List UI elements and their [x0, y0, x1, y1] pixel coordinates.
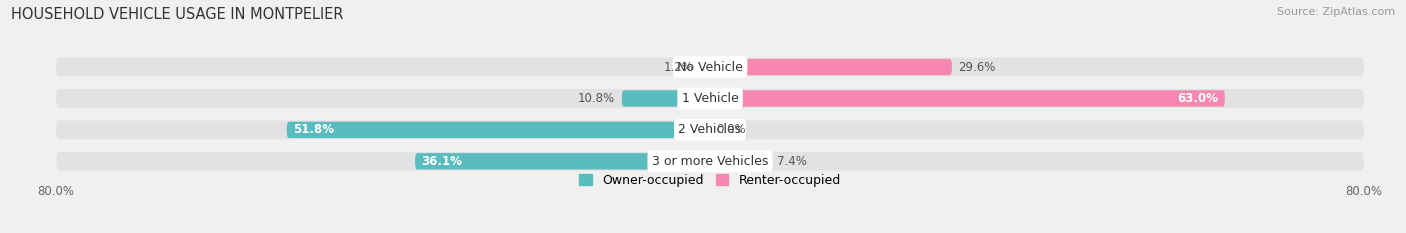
FancyBboxPatch shape [415, 153, 710, 169]
FancyBboxPatch shape [710, 59, 952, 75]
Text: 10.8%: 10.8% [578, 92, 616, 105]
FancyBboxPatch shape [287, 122, 710, 138]
Text: 51.8%: 51.8% [294, 123, 335, 136]
FancyBboxPatch shape [56, 89, 1364, 108]
FancyBboxPatch shape [56, 58, 1364, 76]
Text: 2 Vehicles: 2 Vehicles [679, 123, 741, 136]
FancyBboxPatch shape [56, 152, 1364, 171]
Text: No Vehicle: No Vehicle [678, 61, 742, 74]
Text: 63.0%: 63.0% [1177, 92, 1219, 105]
Text: 3 or more Vehicles: 3 or more Vehicles [652, 155, 768, 168]
Text: 29.6%: 29.6% [959, 61, 995, 74]
Text: 0.0%: 0.0% [717, 123, 747, 136]
Text: 36.1%: 36.1% [422, 155, 463, 168]
Text: HOUSEHOLD VEHICLE USAGE IN MONTPELIER: HOUSEHOLD VEHICLE USAGE IN MONTPELIER [11, 7, 343, 22]
FancyBboxPatch shape [710, 90, 1225, 107]
FancyBboxPatch shape [56, 120, 1364, 139]
Text: 1 Vehicle: 1 Vehicle [682, 92, 738, 105]
Legend: Owner-occupied, Renter-occupied: Owner-occupied, Renter-occupied [575, 169, 845, 192]
FancyBboxPatch shape [700, 59, 710, 75]
FancyBboxPatch shape [710, 153, 770, 169]
FancyBboxPatch shape [621, 90, 710, 107]
Text: 1.2%: 1.2% [664, 61, 693, 74]
Text: 7.4%: 7.4% [778, 155, 807, 168]
Text: Source: ZipAtlas.com: Source: ZipAtlas.com [1277, 7, 1395, 17]
